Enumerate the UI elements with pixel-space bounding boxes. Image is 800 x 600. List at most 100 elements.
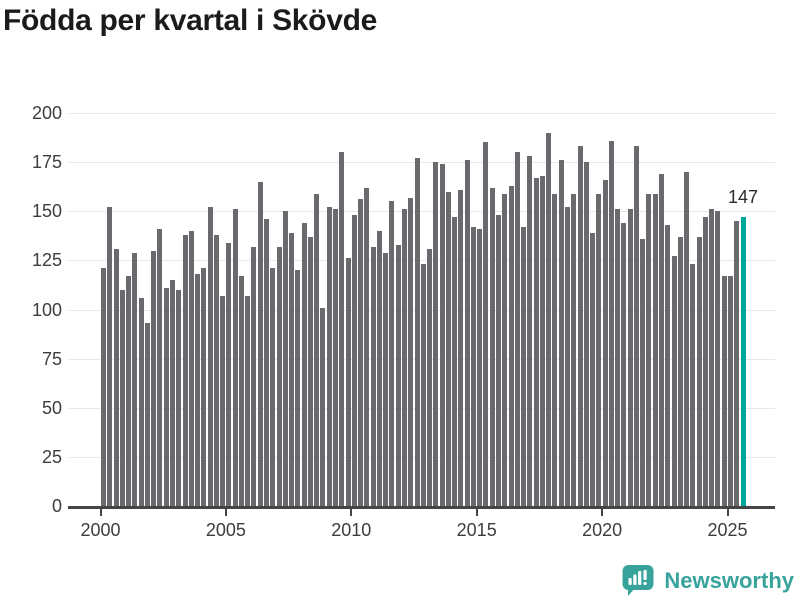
- bar: [715, 211, 721, 506]
- x-axis-tick-label: 2005: [205, 520, 246, 540]
- bar: [728, 276, 733, 506]
- bar: [633, 146, 639, 506]
- bar: [627, 209, 633, 506]
- bar: [646, 193, 652, 506]
- x-axis-tick: [350, 506, 353, 516]
- bar: [477, 228, 483, 506]
- bar: [527, 156, 533, 506]
- bar: [408, 197, 414, 506]
- bar: [659, 173, 665, 506]
- bar: [201, 268, 207, 506]
- bar: [458, 189, 464, 506]
- x-axis-tick-label: 2000: [80, 520, 121, 540]
- bar: [101, 268, 106, 506]
- bar: [358, 199, 364, 506]
- bar: [151, 250, 157, 506]
- bar: [326, 207, 332, 506]
- bar: [119, 289, 125, 506]
- bar: [351, 215, 357, 506]
- y-axis-tick-label: 175: [31, 152, 62, 173]
- bar: [307, 236, 313, 506]
- bar: [652, 193, 658, 506]
- bar: [364, 187, 370, 506]
- bar: [671, 256, 677, 506]
- plot-area: 147 0 25 50 75 100 125 150 175 200 2000 2005 2010 20…: [32, 103, 775, 540]
- highlight-value-label: 147: [728, 187, 759, 208]
- bar: [445, 191, 451, 506]
- bar: [345, 258, 351, 506]
- bar: [182, 234, 188, 506]
- bar: [558, 160, 564, 506]
- y-axis-tick-label: 100: [31, 299, 62, 320]
- bar: [577, 146, 583, 506]
- bar: [132, 252, 138, 506]
- bar: [621, 223, 627, 506]
- bar: [539, 175, 545, 506]
- gridline: [68, 162, 775, 164]
- bar: [257, 181, 263, 506]
- x-axis-tick: [224, 506, 227, 516]
- y-axis-tick-label: 25: [41, 446, 62, 467]
- bar: [176, 289, 182, 506]
- bar: [427, 248, 433, 506]
- bar: [452, 217, 458, 506]
- bar: [144, 323, 150, 506]
- bar: [709, 209, 715, 506]
- bar: [220, 295, 226, 506]
- bar: [301, 223, 307, 506]
- bar: [138, 297, 144, 506]
- bar: [721, 276, 727, 506]
- x-axis-tick: [475, 506, 478, 516]
- y-axis-tick-label: 75: [41, 348, 62, 369]
- bar: [389, 201, 395, 506]
- y-axis-tick-label: 200: [31, 103, 62, 123]
- y-axis-tick-label: 125: [31, 250, 62, 271]
- x-axis-tick: [99, 506, 102, 516]
- bar: [583, 162, 589, 506]
- bar: [514, 152, 520, 506]
- bar: [282, 211, 288, 506]
- bar: [508, 185, 514, 506]
- gridline: [68, 113, 775, 114]
- bar: [395, 244, 401, 506]
- bar: [251, 246, 257, 506]
- bar: [207, 207, 213, 506]
- bar: [188, 230, 194, 506]
- bar: [608, 140, 614, 506]
- bar: [640, 238, 646, 506]
- bar: [376, 230, 382, 506]
- bar: [564, 207, 570, 506]
- bar: [295, 270, 301, 506]
- bar: [126, 276, 132, 506]
- bar: [552, 193, 558, 506]
- bar: [401, 209, 407, 506]
- bar: [226, 242, 232, 506]
- x-axis-tick-label: 2025: [707, 520, 748, 540]
- bar: [107, 207, 113, 506]
- bar: [483, 142, 489, 506]
- bar: [533, 177, 539, 506]
- bar: [232, 209, 238, 506]
- gridline: [68, 211, 775, 213]
- newsworthy-logo-icon: [622, 565, 654, 596]
- bar: [320, 307, 326, 506]
- chart-title: Födda per kvartal i Skövde: [3, 4, 377, 37]
- bar: [433, 162, 439, 506]
- bar: [690, 264, 696, 506]
- y-axis-tick-label: 0: [51, 496, 62, 516]
- bar: [696, 236, 702, 506]
- bar: [489, 187, 495, 506]
- bar: [414, 158, 420, 506]
- x-axis-tick: [601, 506, 604, 516]
- highlighted-bar: [740, 217, 746, 506]
- bar: [113, 248, 119, 506]
- bar: [439, 164, 445, 506]
- x-axis-tick: [726, 506, 729, 516]
- bar: [245, 295, 251, 506]
- bar: [602, 179, 608, 506]
- bar: [276, 246, 282, 506]
- y-axis-tick-label: 150: [31, 201, 62, 222]
- bar: [420, 264, 426, 506]
- x-axis-tick-label: 2010: [331, 520, 372, 540]
